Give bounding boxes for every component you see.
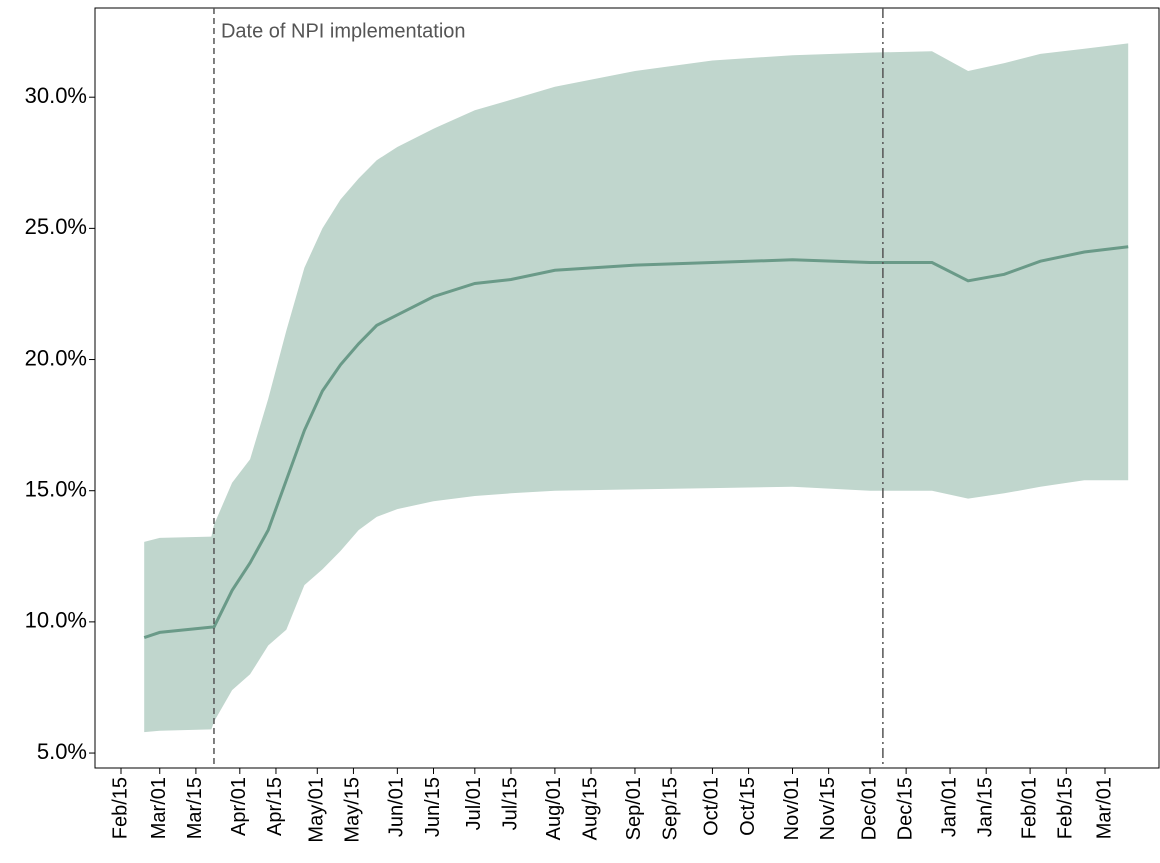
- x-tick-label: Jul/15: [499, 777, 521, 830]
- x-tick-label: Oct/01: [701, 777, 723, 836]
- plot-frame: [94, 7, 1160, 769]
- x-tick-label: Nov/01: [781, 777, 803, 840]
- x-tick-label: Nov/15: [817, 777, 839, 840]
- y-tick-label: 20.0%: [25, 345, 87, 370]
- y-tick-label: 30.0%: [25, 83, 87, 108]
- y-tick-label: 5.0%: [37, 739, 87, 764]
- x-tick-label: Feb/15: [1055, 777, 1077, 839]
- x-tick-label: Aug/01: [543, 777, 565, 840]
- x-tick-label: Feb/15: [109, 777, 131, 839]
- x-tick-label: Mar/15: [184, 777, 206, 839]
- x-tick-label: Jun/01: [386, 777, 408, 837]
- x-tick-label: Feb/01: [1018, 777, 1040, 839]
- x-tick-label: Jan/01: [938, 777, 960, 837]
- x-tick-label: Dec/01: [858, 777, 880, 840]
- x-tick-label: May/15: [342, 777, 364, 843]
- x-tick-label: Sep/01: [623, 777, 645, 840]
- x-tick-label: Jan/15: [974, 777, 996, 837]
- confidence-band: [144, 43, 1129, 733]
- x-tick-label: Aug/15: [579, 777, 601, 840]
- x-tick-label: Mar/01: [148, 777, 170, 839]
- x-tick-label: Mar/01: [1093, 777, 1115, 839]
- mean-line: [143, 245, 1129, 640]
- x-tick-label: Dec/15: [894, 777, 916, 840]
- x-tick-label: Apr/15: [264, 777, 286, 836]
- x-tick-label: May/01: [306, 777, 328, 843]
- x-tick-label: Jul/01: [463, 777, 485, 830]
- y-tick-label: 10.0%: [25, 608, 87, 633]
- x-tick-label: Oct/15: [737, 777, 759, 836]
- x-tick-label: Jun/15: [422, 777, 444, 837]
- annotation: Date of NPI implementation: [221, 20, 466, 42]
- x-tick-label: Apr/01: [228, 777, 250, 836]
- y-tick-label: 25.0%: [25, 214, 87, 239]
- y-tick-label: 15.0%: [25, 477, 87, 502]
- x-tick-label: Sep/15: [659, 777, 681, 840]
